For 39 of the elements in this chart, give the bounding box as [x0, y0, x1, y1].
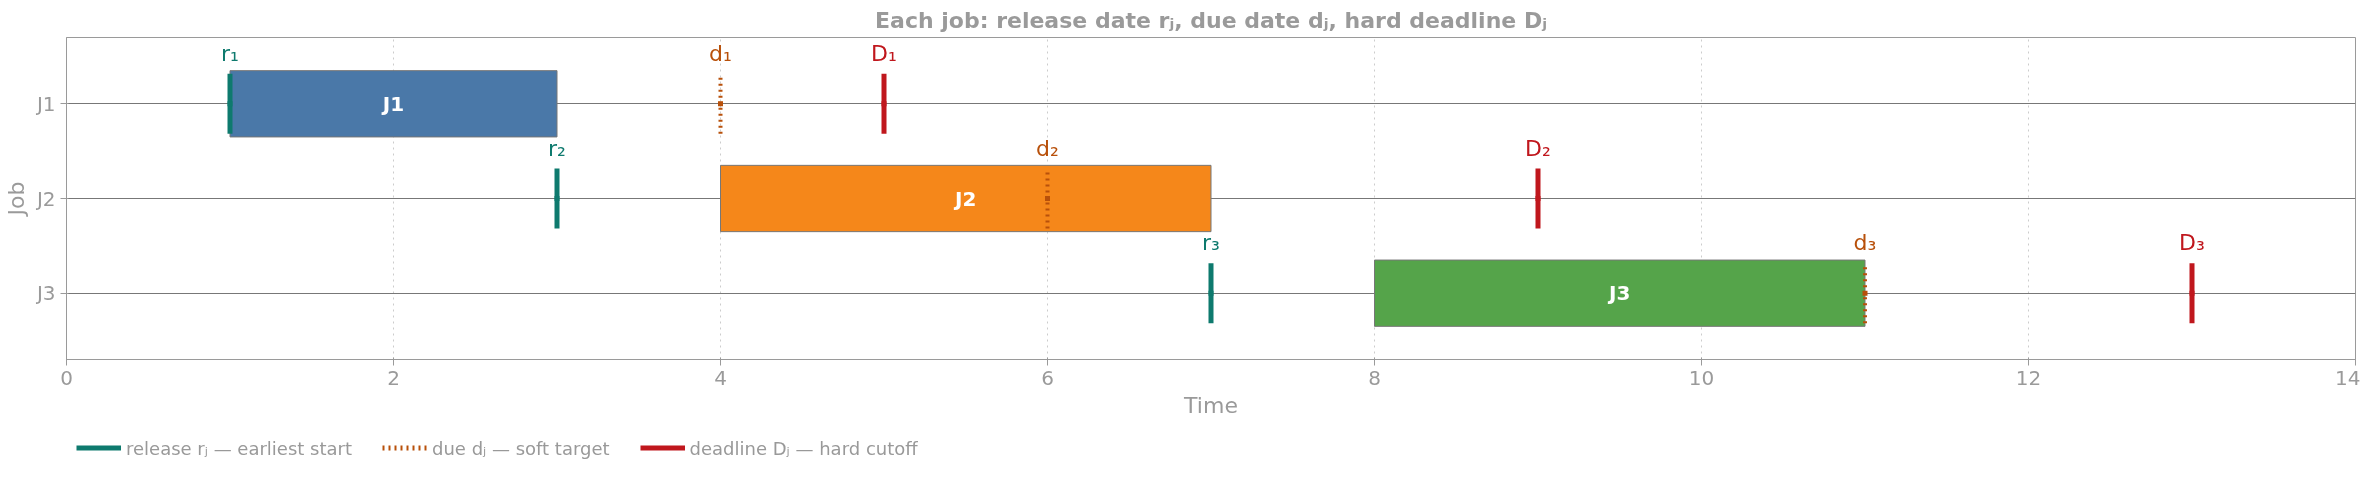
legend-label: due dⱼ — soft target: [432, 437, 610, 458]
point: [1862, 290, 1868, 296]
x-tick-label: 0: [60, 365, 73, 390]
data-label: r₂: [548, 135, 566, 161]
data-label: d₃: [1853, 230, 1877, 256]
point: [718, 101, 723, 107]
x-tick-label: 10: [1688, 365, 1715, 390]
x-tick-label: 8: [1368, 365, 1381, 390]
chart-title: Each job: release date rⱼ, due date dⱼ, hard deadline Dⱼ: [875, 7, 1547, 33]
data-label: J1: [380, 91, 405, 116]
point: [1208, 290, 1214, 296]
x-tick-label: 2: [387, 365, 400, 390]
point: [1535, 196, 1541, 201]
data-label: D₁: [871, 40, 897, 66]
point: [1045, 196, 1050, 201]
x-tick-label: 4: [714, 365, 727, 390]
point: [227, 101, 233, 107]
data-label: d₂: [1036, 135, 1059, 161]
x-tick-label: 6: [1041, 365, 1054, 390]
x-tick-label: 14: [2335, 365, 2361, 390]
data-label: d₁: [709, 40, 732, 66]
y-tick-label: J2: [34, 186, 56, 211]
point: [2189, 290, 2195, 296]
x-tick-label: 12: [2015, 365, 2042, 390]
x-axis-title: Time: [1183, 392, 1238, 418]
legend-label: deadline Dⱼ — hard cutoff: [689, 437, 918, 458]
data-label: D₂: [1525, 135, 1551, 161]
y-axis-title: Job: [3, 181, 29, 218]
data-label: r₃: [1202, 230, 1220, 256]
y-tick-label: J1: [34, 91, 56, 116]
data-label: r₁: [221, 40, 239, 66]
data-label: J3: [1607, 281, 1631, 306]
data-label: D₃: [2179, 230, 2205, 256]
point: [881, 101, 887, 107]
y-tick-label: J3: [34, 281, 56, 306]
point: [554, 196, 560, 201]
data-label: J2: [953, 186, 977, 211]
legend-label: release rⱼ — earliest start: [126, 437, 353, 458]
bar: [720, 164, 1212, 233]
